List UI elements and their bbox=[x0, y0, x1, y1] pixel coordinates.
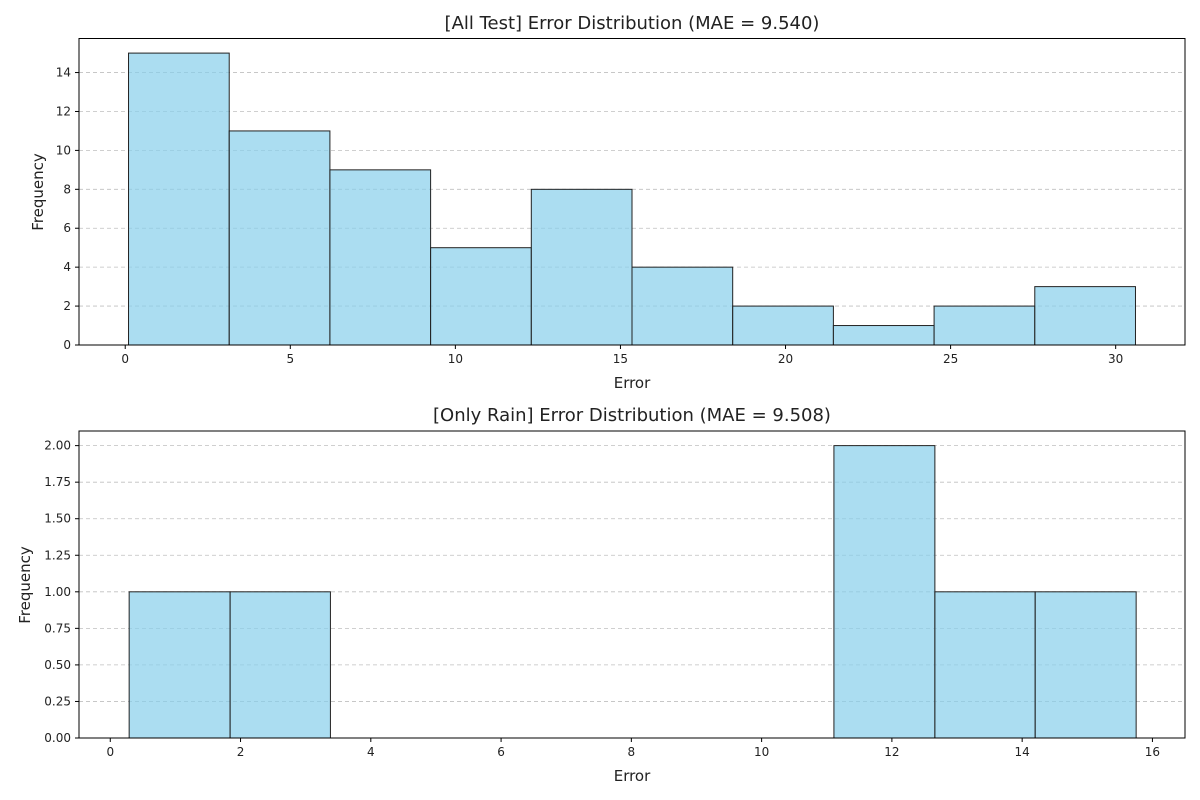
x-tick-label: 15 bbox=[613, 352, 628, 366]
histogram-bars bbox=[128, 445, 1137, 739]
histogram-bar bbox=[833, 445, 936, 739]
y-tick-label: 8 bbox=[63, 182, 71, 196]
y-tick-label: 14 bbox=[56, 66, 71, 80]
x-tick-label: 4 bbox=[367, 745, 375, 759]
x-axis-label: Error bbox=[614, 767, 651, 785]
y-tick-label: 0 bbox=[63, 338, 71, 352]
histogram-bar bbox=[229, 591, 331, 739]
histogram-bar bbox=[329, 169, 432, 346]
plot-frame bbox=[78, 38, 1186, 346]
x-axis-label: Error bbox=[614, 374, 651, 392]
x-tick-label: 2 bbox=[237, 745, 245, 759]
histogram-bars bbox=[128, 52, 1136, 346]
histogram-bar bbox=[128, 591, 231, 739]
y-tick-label: 1.00 bbox=[44, 585, 71, 599]
y-axis-label: Frequency bbox=[16, 546, 34, 624]
x-tick-label: 8 bbox=[628, 745, 636, 759]
y-tick-label: 1.25 bbox=[44, 548, 71, 562]
histogram-bar bbox=[128, 52, 230, 346]
x-tick-label: 12 bbox=[884, 745, 899, 759]
chart-title: [All Test] Error Distribution (MAE = 9.5… bbox=[445, 13, 820, 34]
y-tick-label: 6 bbox=[63, 221, 71, 235]
histogram-bar bbox=[228, 130, 331, 346]
x-tick-label: 16 bbox=[1145, 745, 1160, 759]
histogram-bar bbox=[530, 188, 633, 346]
plot-frame bbox=[78, 430, 1186, 739]
x-tick-label: 5 bbox=[286, 352, 294, 366]
x-tick-label: 0 bbox=[121, 352, 129, 366]
histogram-bar bbox=[430, 247, 532, 346]
x-tick-label: 30 bbox=[1108, 352, 1123, 366]
y-tick-label: 4 bbox=[63, 260, 71, 274]
y-tick-label: 0.25 bbox=[44, 694, 71, 708]
histogram-bar bbox=[832, 325, 935, 346]
y-tick-label: 2 bbox=[63, 299, 71, 313]
y-axis-label: Frequency bbox=[29, 153, 47, 231]
histogram-bar bbox=[1034, 591, 1137, 739]
y-tick-label: 12 bbox=[56, 104, 71, 118]
axis-ticks: 0 2 4 6 8 10 12 14 0 5 10 15 20 25 30 bbox=[56, 66, 1124, 366]
chart-only-rain: [Only Rain] Error Distribution (MAE = 9.… bbox=[16, 405, 1186, 785]
y-tick-label: 2.00 bbox=[44, 439, 71, 453]
y-tick-label: 0.50 bbox=[44, 658, 71, 672]
histogram-bar bbox=[934, 591, 1036, 739]
chart-all-test: [All Test] Error Distribution (MAE = 9.5… bbox=[29, 13, 1186, 392]
y-tick-label: 0.75 bbox=[44, 621, 71, 635]
histogram-bar bbox=[631, 266, 734, 346]
x-tick-label: 20 bbox=[778, 352, 793, 366]
x-tick-label: 14 bbox=[1015, 745, 1030, 759]
x-tick-label: 25 bbox=[943, 352, 958, 366]
y-tick-label: 1.75 bbox=[44, 475, 71, 489]
y-tick-label: 1.50 bbox=[44, 512, 71, 526]
x-tick-label: 0 bbox=[106, 745, 114, 759]
x-tick-label: 10 bbox=[754, 745, 769, 759]
axis-ticks: 0.00 0.25 0.50 0.75 1.00 1.25 1.50 1.75 2.00 0 2 4 6… bbox=[44, 439, 1160, 759]
chart-title: [Only Rain] Error Distribution (MAE = 9.… bbox=[433, 405, 831, 426]
y-tick-label: 10 bbox=[56, 143, 71, 157]
histogram-bar bbox=[933, 305, 1036, 346]
x-tick-label: 10 bbox=[448, 352, 463, 366]
y-tick-label: 0.00 bbox=[44, 731, 71, 745]
histogram-bar bbox=[732, 305, 834, 346]
histogram-bar bbox=[1034, 286, 1136, 346]
x-tick-label: 6 bbox=[497, 745, 505, 759]
